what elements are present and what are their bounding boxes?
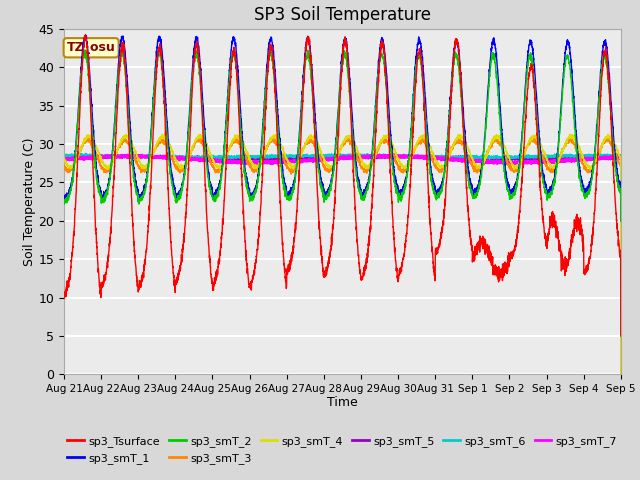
sp3_Tsurface bbox=[617, 333, 625, 339]
sp3_smT_4 bbox=[617, 156, 625, 162]
Line: sp3_smT_4: sp3_smT_4 bbox=[64, 134, 621, 374]
sp3_smT_1 bbox=[180, 175, 188, 181]
sp3_smT_3 bbox=[232, 134, 239, 140]
Line: sp3_smT_2: sp3_smT_2 bbox=[64, 50, 621, 221]
sp3_smT_6 bbox=[617, 153, 625, 158]
sp3_smT_4 bbox=[564, 135, 572, 141]
sp3_smT_1 bbox=[81, 32, 89, 38]
Line: sp3_smT_3: sp3_smT_3 bbox=[64, 137, 621, 374]
sp3_Tsurface bbox=[564, 260, 572, 266]
sp3_smT_3 bbox=[406, 155, 414, 161]
sp3_smT_6 bbox=[406, 152, 414, 158]
sp3_smT_1 bbox=[617, 184, 625, 190]
sp3_smT_1 bbox=[216, 181, 223, 187]
sp3_smT_5 bbox=[216, 156, 223, 161]
sp3_smT_3 bbox=[397, 168, 404, 174]
Line: sp3_smT_7: sp3_smT_7 bbox=[64, 154, 621, 164]
sp3_smT_3 bbox=[60, 164, 68, 169]
sp3_smT_4 bbox=[397, 162, 404, 168]
sp3_smT_6 bbox=[76, 150, 84, 156]
sp3_smT_2 bbox=[216, 182, 223, 188]
sp3_smT_7 bbox=[390, 151, 397, 157]
sp3_smT_5 bbox=[180, 155, 188, 160]
sp3_smT_3 bbox=[179, 165, 187, 171]
sp3_smT_2 bbox=[617, 218, 625, 224]
sp3_smT_3 bbox=[617, 372, 625, 377]
sp3_smT_7 bbox=[617, 154, 625, 160]
sp3_smT_2 bbox=[406, 140, 414, 146]
Line: sp3_smT_6: sp3_smT_6 bbox=[64, 153, 621, 159]
sp3_smT_2 bbox=[81, 47, 88, 53]
sp3_smT_6 bbox=[564, 153, 572, 158]
sp3_Tsurface bbox=[60, 296, 68, 301]
Title: SP3 Soil Temperature: SP3 Soil Temperature bbox=[254, 6, 431, 24]
sp3_smT_6 bbox=[180, 154, 188, 160]
sp3_smT_5 bbox=[97, 152, 104, 158]
sp3_smT_1 bbox=[406, 136, 414, 142]
Text: TZ_osu: TZ_osu bbox=[67, 41, 116, 54]
sp3_Tsurface bbox=[180, 239, 188, 245]
sp3_Tsurface bbox=[216, 252, 223, 258]
sp3_smT_6 bbox=[466, 156, 474, 162]
sp3_smT_2 bbox=[397, 196, 404, 202]
sp3_smT_2 bbox=[617, 191, 625, 196]
sp3_smT_3 bbox=[617, 164, 625, 169]
sp3_smT_4 bbox=[272, 131, 280, 137]
sp3_Tsurface bbox=[82, 32, 90, 38]
sp3_smT_5 bbox=[60, 155, 68, 161]
sp3_smT_2 bbox=[180, 180, 188, 186]
sp3_smT_6 bbox=[60, 152, 68, 158]
sp3_smT_5 bbox=[564, 156, 572, 162]
Line: sp3_smT_5: sp3_smT_5 bbox=[64, 155, 621, 161]
Line: sp3_smT_1: sp3_smT_1 bbox=[64, 35, 621, 221]
sp3_smT_6 bbox=[617, 153, 625, 158]
Line: sp3_Tsurface: sp3_Tsurface bbox=[64, 35, 621, 336]
sp3_smT_4 bbox=[406, 156, 414, 162]
sp3_smT_5 bbox=[397, 155, 404, 160]
sp3_smT_1 bbox=[397, 188, 404, 193]
sp3_smT_1 bbox=[60, 194, 68, 200]
sp3_smT_2 bbox=[564, 54, 572, 60]
sp3_Tsurface bbox=[617, 256, 625, 262]
sp3_smT_5 bbox=[617, 156, 625, 162]
sp3_smT_2 bbox=[60, 197, 68, 203]
sp3_smT_7 bbox=[60, 156, 68, 162]
sp3_smT_7 bbox=[397, 155, 404, 160]
Y-axis label: Soil Temperature (C): Soil Temperature (C) bbox=[22, 137, 36, 266]
X-axis label: Time: Time bbox=[327, 396, 358, 408]
sp3_smT_7 bbox=[216, 157, 223, 163]
sp3_smT_7 bbox=[511, 161, 518, 167]
sp3_smT_1 bbox=[564, 39, 572, 45]
sp3_smT_6 bbox=[216, 154, 223, 159]
sp3_Tsurface bbox=[397, 268, 404, 274]
sp3_Tsurface bbox=[406, 171, 414, 177]
sp3_smT_1 bbox=[617, 218, 625, 224]
sp3_smT_5 bbox=[294, 158, 301, 164]
sp3_smT_7 bbox=[406, 154, 414, 160]
sp3_smT_4 bbox=[179, 165, 187, 170]
sp3_smT_4 bbox=[617, 372, 625, 377]
sp3_smT_3 bbox=[564, 139, 572, 145]
sp3_smT_7 bbox=[179, 156, 187, 162]
sp3_smT_5 bbox=[617, 154, 625, 160]
sp3_smT_6 bbox=[397, 153, 404, 158]
sp3_smT_4 bbox=[60, 157, 68, 163]
sp3_smT_7 bbox=[617, 155, 625, 160]
sp3_smT_5 bbox=[407, 155, 415, 161]
sp3_smT_3 bbox=[216, 168, 223, 173]
sp3_smT_4 bbox=[216, 165, 223, 170]
Legend: sp3_Tsurface, sp3_smT_1, sp3_smT_2, sp3_smT_3, sp3_smT_4, sp3_smT_5, sp3_smT_6, : sp3_Tsurface, sp3_smT_1, sp3_smT_2, sp3_… bbox=[63, 432, 622, 468]
sp3_smT_7 bbox=[564, 157, 572, 163]
